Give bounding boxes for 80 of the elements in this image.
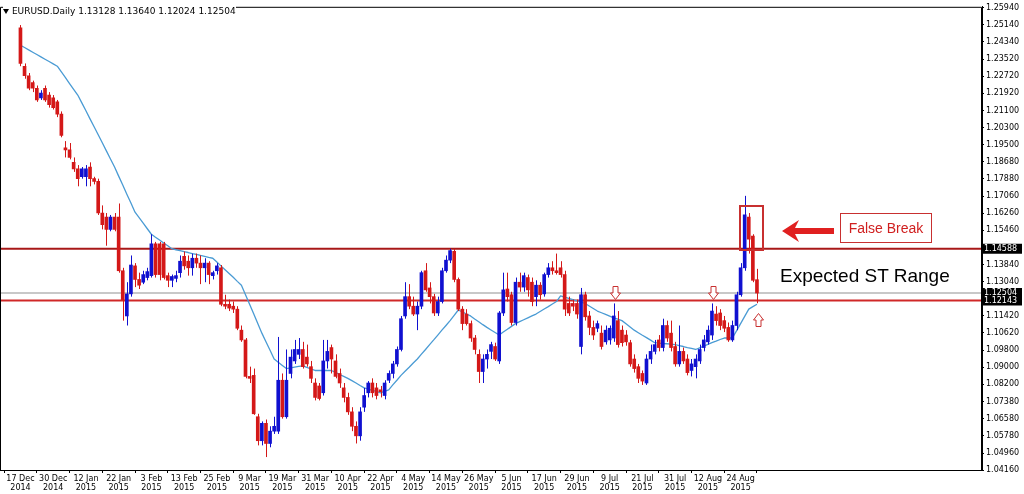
ref-line-label: 1.12143 <box>984 295 1018 305</box>
x-tick-label: 9 Mar 2015 <box>238 473 262 493</box>
candlestick <box>534 279 538 307</box>
y-tick-label: 1.04960 <box>986 448 1020 458</box>
x-tick-label: 10 Apr 2015 <box>334 473 362 493</box>
x-tick-label: 31 Mar 2015 <box>301 473 330 493</box>
x-tick-label: 29 Jun 2015 <box>564 473 590 493</box>
candlestick <box>718 308 722 331</box>
candlestick <box>133 262 137 288</box>
x-tick-label: 12 Aug 2015 <box>693 473 723 493</box>
candlestick <box>313 377 317 401</box>
y-tick-label: 1.07380 <box>986 396 1020 406</box>
candlestick <box>88 161 92 187</box>
candlestick <box>530 277 534 307</box>
x-tick-label: 30 Dec 2014 <box>39 473 68 493</box>
y-tick-label: 1.23520 <box>986 54 1020 64</box>
x-tick-label: 22 Apr 2015 <box>367 473 395 493</box>
text: Expected ST Range <box>780 265 950 287</box>
y-tick-label: 1.06580 <box>986 413 1020 423</box>
candlestick <box>264 419 268 458</box>
y-tick-label: 1.13040 <box>986 276 1020 286</box>
y-tick-label: 1.25140 <box>986 19 1020 29</box>
candlestick <box>182 250 186 271</box>
x-tick-label: 5 Jun 2015 <box>501 473 522 493</box>
candlestick <box>260 420 264 446</box>
candlestick <box>300 341 305 370</box>
candlestick <box>521 272 526 293</box>
candlestick <box>235 305 240 331</box>
y-tick-label: 1.09000 <box>986 362 1020 372</box>
x-tick-label: 25 Feb 2015 <box>203 473 231 493</box>
candlestick <box>611 302 616 343</box>
y-tick-label: 1.04160 <box>986 465 1020 475</box>
y-tick-label: 1.11420 <box>986 311 1020 321</box>
x-tick-label: 19 Mar 2015 <box>268 473 297 493</box>
y-tick-label: 1.22720 <box>986 71 1020 81</box>
y-tick-label: 1.19500 <box>986 139 1020 149</box>
y-tick-label: 1.25940 <box>986 2 1020 12</box>
y-tick-label: 1.20300 <box>986 122 1020 132</box>
candlestick <box>714 305 718 326</box>
ref-line-label: 1.12504 <box>984 288 1018 298</box>
y-tick-label: 1.10620 <box>986 328 1020 338</box>
chart-subtitle: 1.13128 1.13640 1.12024 1.12504 <box>78 6 236 16</box>
candlestick <box>403 281 407 320</box>
candlestick <box>206 260 211 285</box>
y-tick-label: 1.16260 <box>986 208 1020 218</box>
x-tick-label: 13 Feb 2015 <box>170 473 198 493</box>
candlestick <box>480 353 485 384</box>
y-tick-label: 1.17880 <box>986 173 1020 183</box>
y-tick-label: 1.08200 <box>986 379 1020 389</box>
candlestick <box>186 254 191 277</box>
x-tick-label: 24 Aug 2015 <box>726 473 755 493</box>
x-tick-label: 22 Jan 2015 <box>106 473 132 493</box>
x-tick-label: 31 Jul 2015 <box>663 473 687 493</box>
text: False Break <box>840 213 932 243</box>
candlestick <box>476 348 481 384</box>
x-tick-label: 9 Jul 2015 <box>599 473 620 493</box>
candlestick <box>407 283 411 310</box>
y-tick-label: 1.21100 <box>986 105 1020 115</box>
x-tick-label: 4 May 2015 <box>401 473 426 493</box>
y-tick-label: 1.17060 <box>986 191 1020 201</box>
y-tick-label: 1.15460 <box>986 225 1020 235</box>
x-tick-label: 12 Jan 2015 <box>73 473 99 493</box>
candlestick <box>268 425 272 448</box>
y-tick-label: 1.18680 <box>986 156 1020 166</box>
y-tick-label: 1.21920 <box>986 88 1020 98</box>
y-tick-label: 1.09800 <box>986 345 1020 355</box>
x-tick-label: 21 Jul 2015 <box>631 473 654 493</box>
x-tick-label: 3 Feb 2015 <box>140 473 163 493</box>
candlestick <box>178 254 182 279</box>
candlestick <box>296 337 301 360</box>
chart-title: EURUSD.Daily <box>11 6 76 16</box>
y-tick-label: 1.05780 <box>986 430 1020 440</box>
y-tick-label: 1.13840 <box>986 259 1020 269</box>
y-tick-label: 1.24340 <box>986 36 1020 46</box>
x-tick-label: 26 May 2015 <box>464 473 494 493</box>
x-tick-label: 14 May 2015 <box>431 473 461 493</box>
x-tick-label: 17 Dec 2014 <box>6 473 35 493</box>
candlestick <box>526 274 530 298</box>
x-tick-label: 17 Jun 2015 <box>531 473 557 493</box>
ref-line-label: 1.14588 <box>984 243 1018 253</box>
